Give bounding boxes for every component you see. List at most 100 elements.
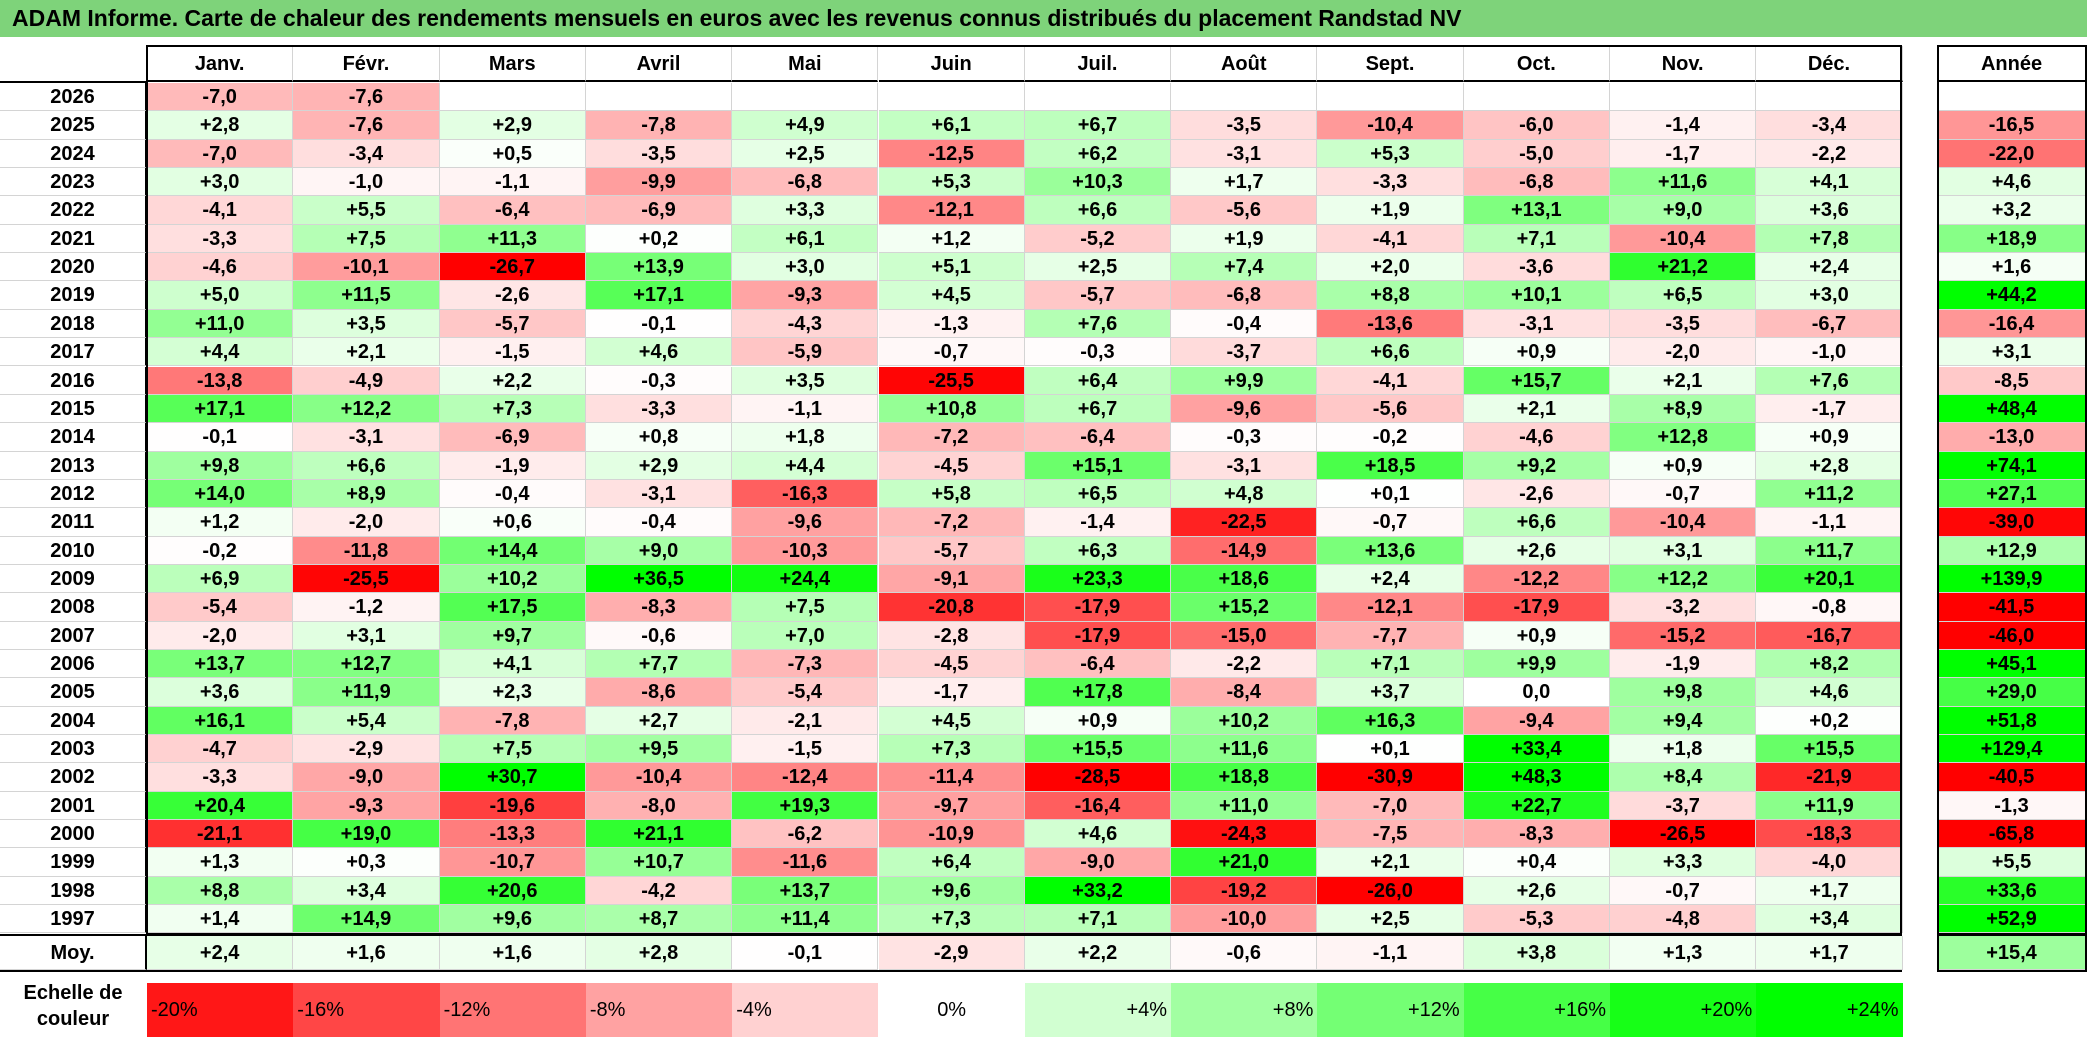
year-label: 1997	[0, 905, 147, 934]
heatmap-cell: +10,2	[439, 564, 586, 594]
heatmap-cell	[1610, 83, 1757, 112]
heatmap-cell: +3,3	[732, 196, 879, 225]
year-label: 2014	[0, 423, 147, 452]
heatmap-cell: -8,3	[585, 593, 733, 622]
heatmap-cell: +3,6	[147, 678, 294, 707]
heatmap-cell: -4,5	[878, 451, 1025, 480]
average-cell: +2,4	[147, 936, 294, 970]
month-header: Févr.	[293, 46, 440, 82]
heatmap-cell: +2,9	[585, 451, 733, 480]
average-cell: +1,6	[439, 936, 586, 970]
average-cell: -1,1	[1317, 936, 1464, 970]
heatmap-cell: +8,9	[1610, 394, 1757, 424]
heatmap-cell: -7,0	[147, 139, 294, 169]
heatmap-cell: +4,6	[585, 338, 733, 367]
heatmap-cell: -17,9	[1024, 621, 1172, 650]
heatmap-cell: -14,9	[1171, 536, 1318, 565]
heatmap-cell	[1171, 83, 1318, 112]
heatmap-cell: -1,7	[1610, 139, 1757, 169]
annual-cell: +52,9	[1938, 905, 2086, 934]
heatmap-cell: +1,2	[147, 508, 294, 537]
heatmap-cell: -4,1	[1317, 366, 1464, 395]
heatmap-cell: +7,1	[1024, 905, 1172, 934]
heatmap-cell: +3,0	[732, 253, 879, 282]
heatmap-cell: -5,9	[732, 338, 879, 367]
heatmap-cell: +19,0	[293, 820, 440, 849]
year-label: 2017	[0, 338, 147, 367]
year-label: 2026	[0, 83, 147, 112]
heatmap-cell: +8,8	[147, 876, 294, 906]
heatmap-cell: -7,5	[1317, 820, 1464, 849]
heatmap-cell: -9,7	[878, 791, 1025, 821]
heatmap-cell: -0,1	[585, 309, 733, 339]
color-scale-swatch: -4%	[732, 983, 879, 1037]
average-annual-cell: +15,4	[1938, 936, 2086, 970]
heatmap-cell: -5,6	[1317, 394, 1464, 424]
heatmap-cell: -15,0	[1171, 621, 1318, 650]
heatmap-cell: +11,9	[293, 678, 440, 707]
annual-cell: -39,0	[1938, 508, 2086, 537]
heatmap-cell: +0,2	[585, 224, 733, 254]
heatmap-cell: -3,4	[1756, 111, 1903, 140]
heatmap-cell: +6,3	[1024, 536, 1172, 565]
year-label: 2023	[0, 168, 147, 197]
heatmap-cell: +10,2	[1171, 706, 1318, 736]
heatmap-cell: -0,1	[147, 423, 294, 452]
heatmap-cell: -5,7	[878, 536, 1025, 565]
heatmap-cell: +9,0	[1610, 196, 1757, 225]
color-scale-swatch: +16%	[1463, 983, 1610, 1037]
heatmap-cell: +3,6	[1756, 196, 1903, 225]
heatmap-cell: -3,5	[1171, 111, 1318, 140]
heatmap-cell: +4,6	[1024, 820, 1172, 849]
heatmap-cell: +7,5	[293, 224, 440, 254]
heatmap-cell: -2,8	[878, 621, 1025, 650]
heatmap-cell: -5,3	[1463, 905, 1610, 934]
heatmap-cell: -9,3	[732, 281, 879, 310]
heatmap-cell: -10,0	[1171, 905, 1318, 934]
heatmap-cell: +5,3	[1317, 139, 1464, 169]
heatmap-cell: -16,4	[1024, 791, 1172, 821]
year-label: 2003	[0, 735, 147, 764]
heatmap-cell: +2,3	[439, 678, 586, 707]
heatmap-cell: +11,0	[147, 309, 294, 339]
heatmap-cell: -11,4	[878, 763, 1025, 792]
heatmap-cell: -9,6	[1171, 394, 1318, 424]
heatmap-cell	[1756, 83, 1903, 112]
annual-cell: +3,1	[1938, 338, 2086, 367]
year-label: 2000	[0, 820, 147, 849]
heatmap-cell: -7,2	[878, 423, 1025, 452]
heatmap-cell: +0,6	[439, 508, 586, 537]
heatmap-cell: -5,7	[439, 309, 586, 339]
heatmap-cell: +21,2	[1610, 253, 1757, 282]
heatmap-cell: +10,7	[585, 848, 733, 877]
heatmap-cell: -0,3	[585, 366, 733, 395]
heatmap-cell: -26,0	[1317, 876, 1464, 906]
heatmap-cell: -1,2	[293, 593, 440, 622]
heatmap-cell: +9,7	[439, 621, 586, 650]
heatmap-cell: -0,4	[1171, 309, 1318, 339]
year-label: 2001	[0, 791, 147, 821]
heatmap-cell: +15,1	[1024, 451, 1172, 480]
heatmap-cell: -5,6	[1171, 196, 1318, 225]
heatmap-cell: -2,2	[1171, 650, 1318, 679]
average-cell: +1,7	[1756, 936, 1903, 970]
heatmap-cell: -4,9	[293, 366, 440, 395]
year-label: 2012	[0, 479, 147, 509]
heatmap-cell: -7,3	[732, 650, 879, 679]
heatmap-cell: +17,8	[1024, 678, 1172, 707]
heatmap-cell: +1,8	[732, 423, 879, 452]
heatmap-cell: -0,7	[878, 338, 1025, 367]
heatmap-cell: +12,2	[293, 394, 440, 424]
heatmap-cell: -2,6	[1463, 479, 1610, 509]
heatmap-cell: +4,1	[1756, 168, 1903, 197]
heatmap-cell: +2,5	[1024, 253, 1172, 282]
heatmap-cell: +11,2	[1756, 479, 1903, 509]
heatmap-cell: -10,1	[293, 253, 440, 282]
heatmap-cell: +2,2	[439, 366, 586, 395]
heatmap-cell: +3,1	[1610, 536, 1757, 565]
heatmap-cell: +9,5	[585, 735, 733, 764]
heatmap-cell: +18,8	[1171, 763, 1318, 792]
color-scale-label: Echelle de couleur	[23, 982, 123, 1030]
heatmap-cell: -4,8	[1610, 905, 1757, 934]
heatmap-cell: -0,7	[1610, 479, 1757, 509]
